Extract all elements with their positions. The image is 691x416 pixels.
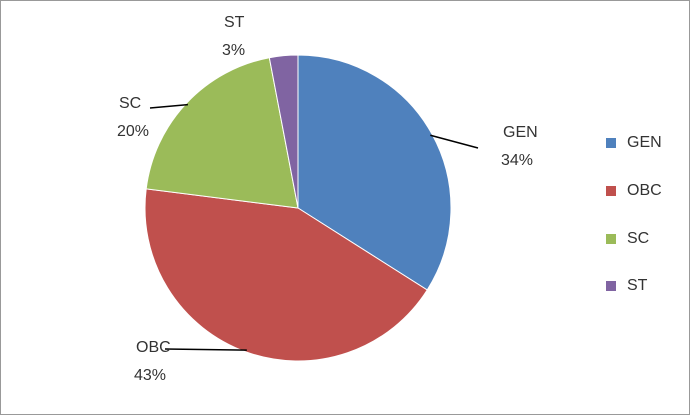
pie-slice <box>268 54 299 209</box>
slice-label: SC <box>119 95 141 112</box>
slice-label: OBC <box>136 339 171 356</box>
legend-swatch <box>606 281 616 291</box>
pie-slice <box>144 188 428 362</box>
legend-label: GEN <box>627 134 662 151</box>
legend-swatch <box>606 234 616 244</box>
legend-label: SC <box>627 230 649 247</box>
slice-value-label: 34% <box>501 152 533 169</box>
legend-swatch <box>606 186 616 196</box>
slice-label: ST <box>224 14 245 31</box>
legend-label: ST <box>627 277 648 294</box>
leader-line <box>164 348 247 351</box>
legend-label: OBC <box>627 182 662 199</box>
pie-slice <box>297 54 452 291</box>
slice-label: GEN <box>503 124 538 141</box>
slice-value-label: 3% <box>222 42 245 59</box>
leader-line <box>430 134 479 149</box>
slice-value-label: 43% <box>134 367 166 384</box>
leader-line <box>149 103 188 109</box>
pie-slice <box>145 57 299 209</box>
slice-value-label: 20% <box>117 123 149 140</box>
legend-swatch <box>606 138 616 148</box>
